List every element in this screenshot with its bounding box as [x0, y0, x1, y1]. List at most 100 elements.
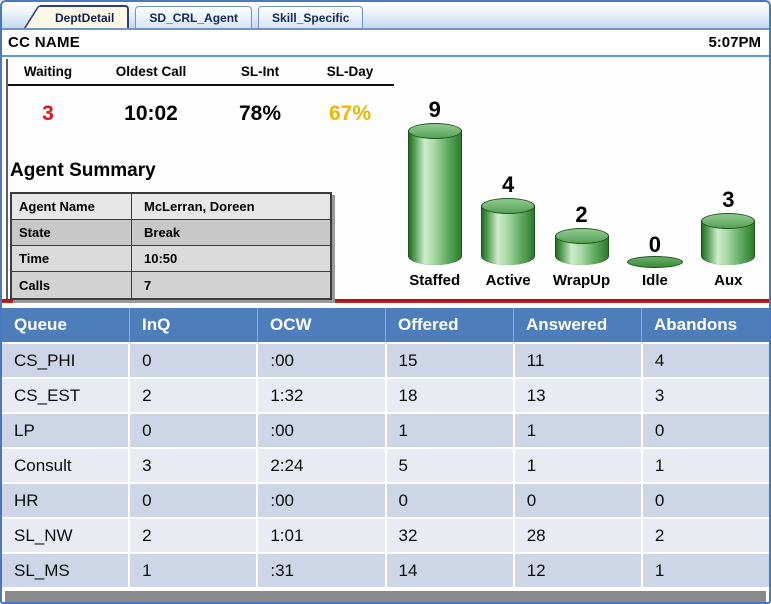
table-row: CS_EST 2 1:32 18 13 3	[2, 379, 769, 414]
bar-value-label: 2	[575, 202, 588, 227]
agent-summary-table: Agent Name McLerran, Doreen State Break …	[10, 192, 332, 300]
tab-label: DeptDetail	[55, 11, 115, 25]
queue-cell: SL_MS	[2, 554, 129, 589]
queue-cell: SL_NW	[2, 519, 129, 554]
stats-value-row: 3 10:02 78% 67%	[8, 102, 394, 126]
queue-cell: :31	[256, 554, 385, 589]
summary-row: State Break	[12, 220, 330, 246]
tab-label: Skill_Specific	[272, 11, 350, 25]
queue-cell: LP	[2, 414, 129, 449]
stat-label-waiting: Waiting	[23, 64, 73, 79]
header-cell-answered: Answered	[513, 308, 641, 344]
queue-cell: 5	[384, 449, 513, 484]
stats-panel: Waiting Oldest Call SL-Int SL-Day 3 10:0…	[8, 64, 394, 126]
queue-cell: 15	[384, 344, 513, 379]
tab-deptdetail[interactable]: DeptDetail	[40, 5, 130, 28]
queue-cell: HR	[2, 484, 129, 519]
queue-cell: 14	[384, 554, 513, 589]
table-row: Consult 3 2:24 5 1 1	[2, 449, 769, 484]
bar-category-label: WrapUp	[552, 272, 611, 289]
stat-value-waiting: 3	[42, 102, 54, 125]
summary-row: Time 10:50	[12, 246, 330, 272]
queue-cell: 28	[512, 519, 641, 554]
queue-cell: :00	[256, 414, 385, 449]
queue-cell: 0	[128, 344, 257, 379]
page-title: CC NAME	[8, 34, 81, 51]
table-row: SL_MS 1 :31 14 12 1	[2, 554, 769, 589]
queue-cell: 0	[640, 414, 769, 449]
chart-bar-aux: 3 Aux	[692, 189, 765, 290]
chart-bar-staffed: 9 Staffed	[398, 99, 471, 290]
chart-bar-idle: 0 Idle	[618, 234, 691, 290]
header-cell-ocw: OCW	[257, 308, 385, 344]
queue-cell: 12	[512, 554, 641, 589]
summary-label: State	[12, 220, 132, 245]
tab-skill-specific[interactable]: Skill_Specific	[258, 6, 364, 28]
cylinder-bar	[701, 213, 756, 265]
bar-category-label: Staffed	[409, 272, 461, 289]
queue-cell: 2:24	[256, 449, 385, 484]
queue-cell: 18	[384, 379, 513, 414]
queue-cell: 0	[128, 484, 257, 519]
panel-edge-line	[6, 59, 8, 299]
summary-value: 7	[144, 277, 152, 293]
bar-category-label: Aux	[714, 272, 743, 289]
queue-cell: 1:32	[256, 379, 385, 414]
queue-header-row: Queue InQ OCW Offered Answered Abandons	[2, 308, 769, 344]
header-cell-offered: Offered	[385, 308, 513, 344]
bar-category-label: Idle	[642, 272, 668, 289]
queue-cell: :00	[256, 344, 385, 379]
cylinder-bar	[554, 228, 609, 265]
header-cell-abandons: Abandons	[641, 308, 769, 344]
tab-sd-crl-agent[interactable]: SD_CRL_Agent	[135, 6, 253, 28]
summary-value: 10:50	[144, 251, 178, 266]
stat-value-sl-int: 78%	[238, 102, 282, 125]
horizontal-scrollbar[interactable]	[5, 591, 766, 602]
stat-label-sl-int: SL-Int	[240, 64, 280, 79]
summary-row: Calls 7	[12, 272, 330, 298]
agent-summary-title: Agent Summary	[10, 160, 156, 181]
summary-value: Break	[144, 225, 181, 240]
bar-category-label: Active	[485, 272, 531, 289]
chart-bar-active: 4 Active	[471, 174, 544, 290]
header-cell-inq: InQ	[129, 308, 257, 344]
queue-cell: 3	[128, 449, 257, 484]
chart-bar-wrapup: 2 WrapUp	[545, 204, 618, 290]
queue-cell: 32	[384, 519, 513, 554]
queue-cell: CS_PHI	[2, 344, 129, 379]
stat-value-oldest-call: 10:02	[124, 102, 178, 125]
queue-cell: 2	[128, 519, 257, 554]
queue-cell: 2	[640, 519, 769, 554]
title-bar: CC NAME 5:07PM	[2, 30, 769, 57]
tab-label: SD_CRL_Agent	[149, 11, 239, 25]
queue-cell: 11	[512, 344, 641, 379]
tab-strip: DeptDetail SD_CRL_Agent Skill_Specific	[2, 2, 769, 30]
table-row: SL_NW 2 1:01 32 28 2	[2, 519, 769, 554]
summary-label: Calls	[12, 272, 132, 298]
header-cell-queue: Queue	[2, 308, 129, 344]
queue-table: Queue InQ OCW Offered Answered Abandons …	[2, 308, 769, 589]
staff-state-chart: 9 Staffed 4 Active 2 WrapUp 0 Idle 3	[398, 99, 765, 290]
cylinder-bar	[407, 123, 462, 265]
clock: 5:07PM	[708, 34, 761, 51]
queue-cell: 4	[640, 344, 769, 379]
stat-value-sl-day: 67%	[328, 102, 372, 125]
queue-cell: 1	[640, 449, 769, 484]
queue-cell: 1	[128, 554, 257, 589]
queue-cell: 1	[512, 449, 641, 484]
queue-cell: 3	[640, 379, 769, 414]
queue-cell: 1	[384, 414, 513, 449]
stat-label-oldest-call: Oldest Call	[115, 64, 187, 79]
bar-value-label: 9	[428, 97, 441, 122]
summary-row: Agent Name McLerran, Doreen	[12, 194, 330, 220]
table-row: HR 0 :00 0 0 0	[2, 484, 769, 519]
bar-value-label: 0	[648, 232, 662, 257]
table-row: CS_PHI 0 :00 15 11 4	[2, 344, 769, 379]
queue-cell: 1	[512, 414, 641, 449]
queue-cell: Consult	[2, 449, 129, 484]
queue-cell: 0	[128, 414, 257, 449]
queue-cell: 0	[512, 484, 641, 519]
queue-cell: 13	[512, 379, 641, 414]
stat-label-sl-day: SL-Day	[326, 64, 374, 79]
red-divider	[2, 299, 769, 303]
